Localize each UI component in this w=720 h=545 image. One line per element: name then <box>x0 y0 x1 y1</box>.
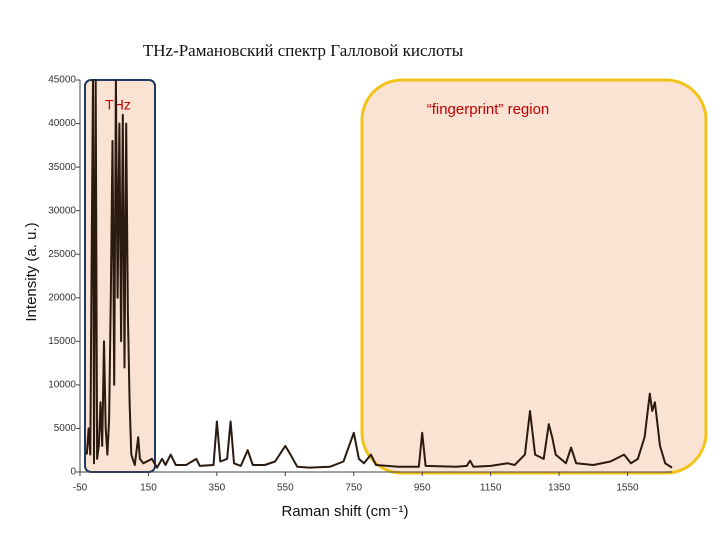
y-tick-label: 0 <box>70 467 76 478</box>
chart-title: THz-Рамановский спектр Галловой кислоты <box>143 41 464 60</box>
spectrum-line <box>85 79 673 469</box>
y-tick-label: 15000 <box>48 336 76 347</box>
x-tick-label: -50 <box>73 483 88 494</box>
annotation: “fingerprint” region <box>427 101 550 118</box>
y-tick-label: 35000 <box>48 162 76 173</box>
x-tick-label: 950 <box>414 483 431 494</box>
y-tick-label: 5000 <box>54 423 77 434</box>
fingerprint-region-box <box>360 78 708 475</box>
x-axis-label: Raman shift (cm⁻¹) <box>281 503 408 520</box>
x-tick-label: 1350 <box>548 483 571 494</box>
y-tick-label: 10000 <box>48 380 76 391</box>
x-tick-label: 1150 <box>480 483 502 494</box>
x-tick-label: 750 <box>345 483 362 494</box>
x-tick-label: 550 <box>277 483 294 494</box>
y-axis-label: Intensity (a. u.) <box>23 222 40 321</box>
y-tick-label: 30000 <box>48 205 76 216</box>
y-tick-label: 45000 <box>48 75 76 86</box>
y-tick-label: 20000 <box>48 292 76 303</box>
annotation: THz <box>105 97 131 113</box>
x-tick-label: 150 <box>140 483 157 494</box>
y-tick-label: 25000 <box>48 249 76 260</box>
x-tick-label: 350 <box>209 483 226 494</box>
x-tick-label: 1550 <box>616 483 639 494</box>
y-tick-label: 40000 <box>48 118 76 129</box>
